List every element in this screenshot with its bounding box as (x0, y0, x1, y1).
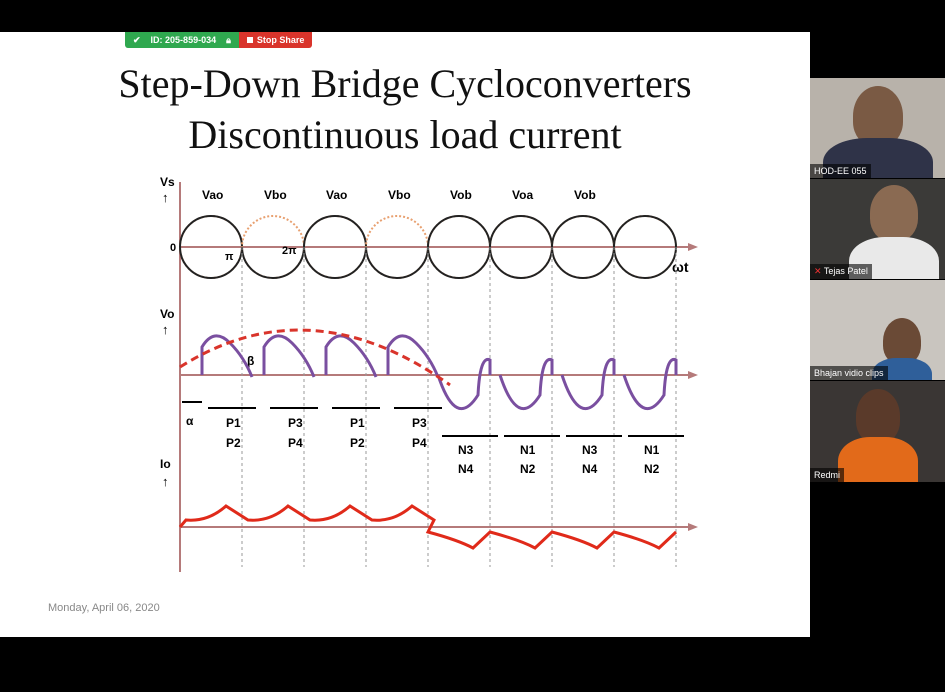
positive-group-top: P3 (288, 416, 303, 430)
negative-group-bottom: N2 (520, 462, 536, 476)
source-label: Vob (574, 188, 596, 202)
participant-shirt-4 (837, 437, 918, 482)
pi-label: π (225, 251, 234, 263)
positive-group-top: P1 (350, 416, 365, 430)
signal-icon: ✔ (133, 34, 141, 45)
wt-label: ωt (672, 259, 689, 275)
source-label: Vbo (264, 188, 287, 202)
vo-positive-segment (386, 334, 440, 378)
positive-group-bottom: P2 (226, 436, 241, 450)
source-label: Voa (512, 188, 533, 202)
participant-name-4: Redmi (810, 468, 845, 482)
shared-slide (0, 32, 810, 637)
alpha-label: α (186, 414, 194, 428)
vo-label: Vo (160, 307, 174, 321)
vs-main-half-cycle (179, 215, 243, 248)
vs-main-half-cycle (427, 215, 491, 248)
participant-name-3: Bhajan vidio clips (810, 366, 888, 380)
vo-up-arrow: ↑ (162, 322, 169, 337)
source-label: Vob (450, 188, 472, 202)
stop-share-label: Stop Share (256, 35, 305, 45)
negative-group-bottom: N2 (644, 462, 660, 476)
participant-video-1 (852, 86, 903, 146)
slide-title-line2: Discontinuous load current (188, 112, 622, 157)
vs-main-other-half (613, 215, 677, 248)
source-label: Vbo (388, 188, 411, 202)
vs-axis-arrow (688, 243, 698, 251)
source-label: Vao (326, 188, 347, 202)
slide-title-line1: Step-Down Bridge Cycloconverters (118, 61, 692, 106)
vs-main-half-cycle (551, 215, 615, 248)
negative-group-top: N3 (458, 443, 474, 457)
negative-group-top: N1 (644, 443, 660, 457)
vo-positive-segment (262, 334, 316, 378)
vo-negative-segment (436, 357, 492, 411)
participant-name-2-text: Tejas Patel (823, 266, 868, 276)
positive-group-top: P3 (412, 416, 427, 430)
vs-main-half-cycle (241, 246, 305, 279)
participant-tile-3[interactable]: Bhajan vidio clips (810, 280, 945, 380)
cycloconverter-waveform-diagram: Vs ↑ 0 ωt Vo ↑ Io ↑ π 2π β α Vao Vbo Vao Vb… (160, 175, 698, 572)
vo-negative-segment (498, 357, 554, 411)
io-axis-arrow (688, 523, 698, 531)
vs-main-other-half (551, 246, 615, 279)
diagram-dynamic-layer: Vao Vbo Vao Vbo Vob Voa Vob P1 P2 P3 P4 P1 P2 P3 P4 N3 N… (178, 188, 684, 567)
vs-up-arrow: ↑ (162, 190, 169, 205)
negative-group-top: N3 (582, 443, 598, 457)
participant-name-2: ✕ Tejas Patel (810, 264, 872, 279)
participant-video-3 (882, 318, 921, 364)
vo-negative-segment (622, 357, 678, 411)
vo-negative-segment (560, 357, 616, 411)
io-label: Io (160, 457, 171, 471)
participant-video-2 (869, 185, 918, 241)
vs-main-half-cycle (303, 215, 367, 248)
share-info: ✔ ID: 205-859-034 🔒︎ (125, 32, 239, 48)
vs-main-half-cycle (613, 246, 677, 279)
participant-name-1: HOD-EE 055 (810, 164, 871, 178)
vs-label: Vs (160, 175, 175, 189)
io-up-arrow: ↑ (162, 474, 169, 489)
negative-group-top: N1 (520, 443, 536, 457)
positive-group-bottom: P4 (412, 436, 427, 450)
two-pi-label: 2π (282, 245, 297, 257)
stop-icon (246, 37, 253, 43)
positive-group-bottom: P4 (288, 436, 303, 450)
vo-positive-segment (324, 334, 378, 378)
muted-mic-icon: ✕ (814, 266, 824, 276)
participant-video-4 (855, 389, 900, 443)
meeting-id: ID: 205-859-034 (150, 35, 217, 45)
participant-tile-1[interactable]: HOD-EE 055 (810, 78, 945, 178)
io-current-waveform (178, 504, 678, 550)
vs-main-other-half (489, 215, 553, 248)
vs-main-half-cycle (365, 246, 429, 279)
positive-group-bottom: P2 (350, 436, 365, 450)
lock-icon: 🔒︎ (226, 34, 231, 45)
source-label: Vao (202, 188, 223, 202)
participant-tile-2[interactable]: ✕ Tejas Patel (810, 179, 945, 279)
stop-share-button[interactable]: Stop Share (238, 32, 313, 48)
beta-label: β (247, 354, 254, 368)
vs-main-half-cycle (489, 246, 553, 279)
vo-axis-arrow (688, 371, 698, 379)
negative-group-bottom: N4 (582, 462, 598, 476)
vs-main-other-half (179, 246, 243, 279)
screen-share-bar: ✔ ID: 205-859-034 🔒︎ Stop Share (125, 32, 345, 48)
vs-main-other-half (427, 246, 491, 279)
vs-main-other-half (303, 246, 367, 279)
positive-group-top: P1 (226, 416, 241, 430)
zero-label: 0 (170, 242, 176, 254)
slide-date: Monday, April 06, 2020 (48, 602, 160, 614)
negative-group-bottom: N4 (458, 462, 474, 476)
participant-tile-4[interactable]: Redmi (810, 381, 945, 482)
